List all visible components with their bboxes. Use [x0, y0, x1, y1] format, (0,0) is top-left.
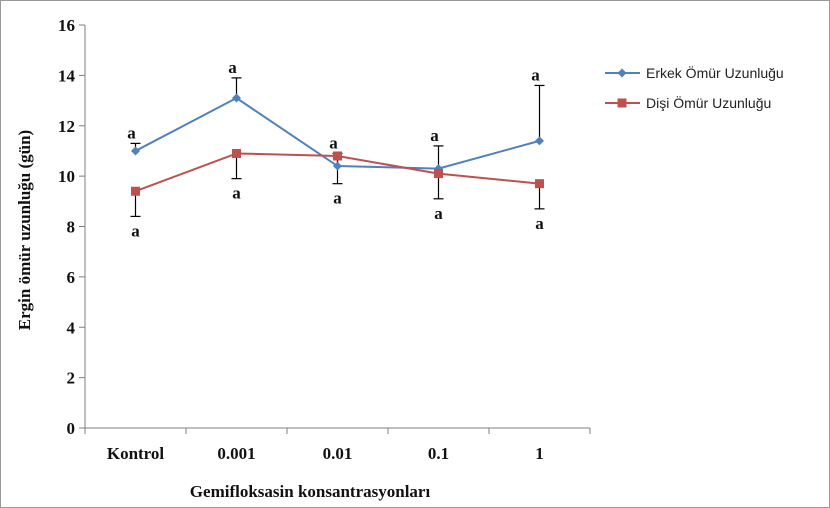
data-point	[131, 146, 140, 156]
legend-marker	[617, 68, 627, 78]
y-tick-label: 8	[67, 218, 76, 237]
y-tick-label: 0	[67, 419, 76, 438]
legend-label: Erkek Ömür Uzunluğu	[646, 64, 784, 81]
data-point	[333, 161, 342, 171]
data-point	[535, 179, 544, 189]
data-point	[131, 186, 140, 196]
data-point	[232, 93, 241, 103]
series-2: a a a a a	[131, 148, 544, 240]
significance-letter: a	[329, 133, 338, 152]
legend: Erkek Ömür Uzunluğu Dişi Ömür Uzunluğu	[605, 64, 784, 111]
x-tick-label: 1	[535, 444, 544, 463]
y-tick-label: 12	[58, 117, 75, 136]
data-point	[434, 169, 443, 179]
x-tick-labels: Kontrol 0.001 0.01 0.1 1	[107, 444, 544, 463]
x-tick-label: 0.01	[323, 444, 353, 463]
y-tick-label: 14	[58, 66, 76, 85]
significance-letter: a	[232, 184, 241, 203]
x-tick-label: 0.1	[428, 444, 449, 463]
data-point	[535, 136, 544, 146]
y-tick-labels: 0 2 4 6 8 10 12 14 16	[58, 16, 76, 438]
legend-label: Dişi Ömür Uzunluğu	[646, 94, 771, 111]
x-axis-title: Gemifloksasin konsantrasyonları	[190, 482, 431, 501]
significance-letter: a	[531, 65, 540, 84]
legend-marker	[617, 98, 627, 108]
x-tick-label: 0.001	[217, 444, 255, 463]
significance-letter: a	[434, 204, 443, 223]
x-tick-label: Kontrol	[107, 444, 165, 463]
series-layer: a a a a a a a a a a	[127, 58, 545, 240]
legend-item: Dişi Ömür Uzunluğu	[605, 94, 771, 111]
data-point	[232, 148, 241, 158]
y-tick-label: 6	[67, 268, 76, 287]
axes	[79, 24, 591, 434]
significance-letter: a	[535, 214, 544, 233]
legend-item: Erkek Ömür Uzunluğu	[605, 64, 784, 81]
series-1: a a a a a	[127, 58, 544, 174]
y-tick-label: 2	[67, 369, 76, 388]
data-point	[333, 151, 342, 161]
y-tick-label: 10	[58, 167, 75, 186]
y-axis-title: Ergin ömür uzunluğu (gün)	[15, 130, 34, 330]
significance-letter: a	[228, 58, 237, 77]
significance-letter: a	[333, 189, 342, 208]
y-tick-label: 4	[67, 318, 76, 337]
significance-letter: a	[430, 126, 439, 145]
significance-letter: a	[131, 221, 140, 240]
y-tick-label: 16	[58, 16, 75, 35]
significance-letter: a	[127, 123, 136, 142]
